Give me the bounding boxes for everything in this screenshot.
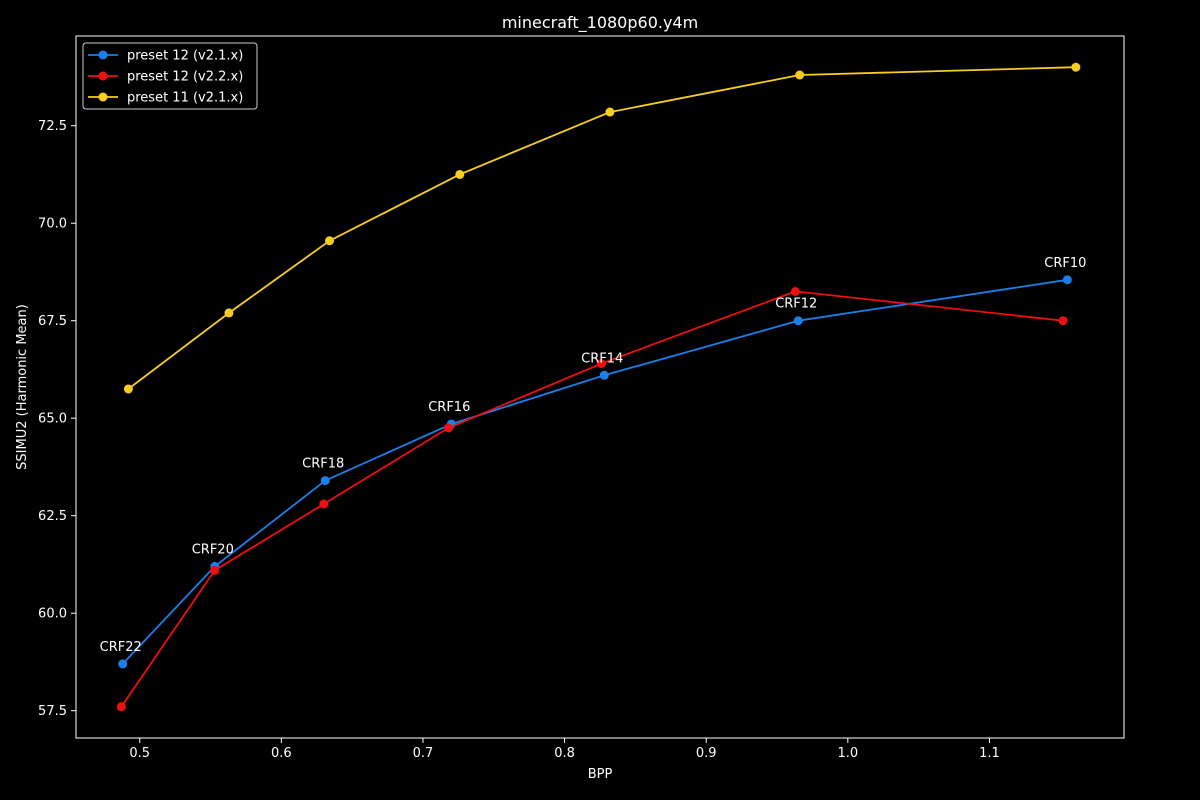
legend-label: preset 12 (v2.1.x): [127, 49, 243, 64]
y-axis-label: SSIMU2 (Harmonic Mean): [15, 304, 30, 470]
x-axis: 0.5 0.6 0.7 0.8 0.9 1.0 1.1: [129, 738, 1000, 761]
x-tick-label: 1.1: [979, 746, 1000, 761]
data-point: [605, 107, 615, 117]
data-point: [790, 286, 800, 296]
y-tick-label: 60.0: [38, 607, 67, 622]
chart-title: minecraft_1080p60.y4m: [502, 13, 698, 33]
data-point: [1058, 316, 1068, 326]
plot-frame: [75, 35, 1125, 739]
data-point: [123, 384, 133, 394]
series-2: [116, 286, 1068, 712]
data-point: [118, 659, 128, 669]
data-point: [325, 236, 335, 246]
data-point: [793, 316, 803, 326]
legend-marker: [98, 50, 108, 60]
y-tick-label: 70.0: [38, 217, 67, 232]
data-point: [320, 476, 330, 486]
series-3: [123, 62, 1081, 394]
x-tick-label: 0.7: [413, 746, 434, 761]
data-point: [455, 169, 465, 179]
data-point: [443, 423, 453, 433]
x-tick-label: 0.5: [129, 746, 150, 761]
x-tick-label: 1.0: [837, 746, 858, 761]
data-point: [599, 370, 609, 380]
legend-marker: [98, 92, 108, 102]
legend-marker: [98, 71, 108, 81]
x-axis-label: BPP: [588, 767, 613, 782]
data-point: [116, 702, 126, 712]
data-point: [1062, 275, 1072, 285]
y-tick-label: 62.5: [38, 509, 67, 524]
data-point: [596, 359, 606, 369]
annotation-label: CRF16: [428, 400, 470, 415]
legend: preset 12 (v2.1.x) preset 12 (v2.2.x) pres…: [82, 42, 258, 110]
x-tick-label: 0.8: [554, 746, 575, 761]
x-tick-label: 0.9: [696, 746, 717, 761]
annotation-label: CRF20: [192, 542, 234, 557]
annotation-label: CRF12: [775, 297, 817, 312]
series-layer: [116, 62, 1081, 712]
annotation-label: CRF14: [581, 351, 623, 366]
legend-label: preset 12 (v2.2.x): [127, 70, 243, 85]
annotation-label: CRF18: [302, 457, 344, 472]
y-tick-label: 57.5: [38, 704, 67, 719]
y-tick-label: 72.5: [38, 119, 67, 134]
legend-label: preset 11 (v2.1.x): [127, 91, 243, 106]
x-tick-label: 0.6: [271, 746, 292, 761]
data-point: [319, 499, 329, 509]
data-point: [224, 308, 234, 318]
plot-area: [75, 35, 1125, 739]
y-axis: 57.5 60.0 62.5 65.0 67.5 70.0 72.5: [38, 119, 76, 719]
data-point: [795, 70, 805, 80]
annotation-label: CRF10: [1044, 256, 1086, 271]
y-tick-label: 67.5: [38, 314, 67, 329]
legend-box: [82, 42, 258, 110]
data-point: [1071, 62, 1081, 72]
annotation-label: CRF22: [100, 640, 142, 655]
y-tick-label: 65.0: [38, 412, 67, 427]
data-point: [210, 565, 220, 575]
annotations: CRF22 CRF20 CRF18 CRF16 CRF14 CRF12 CRF10: [100, 256, 1087, 655]
